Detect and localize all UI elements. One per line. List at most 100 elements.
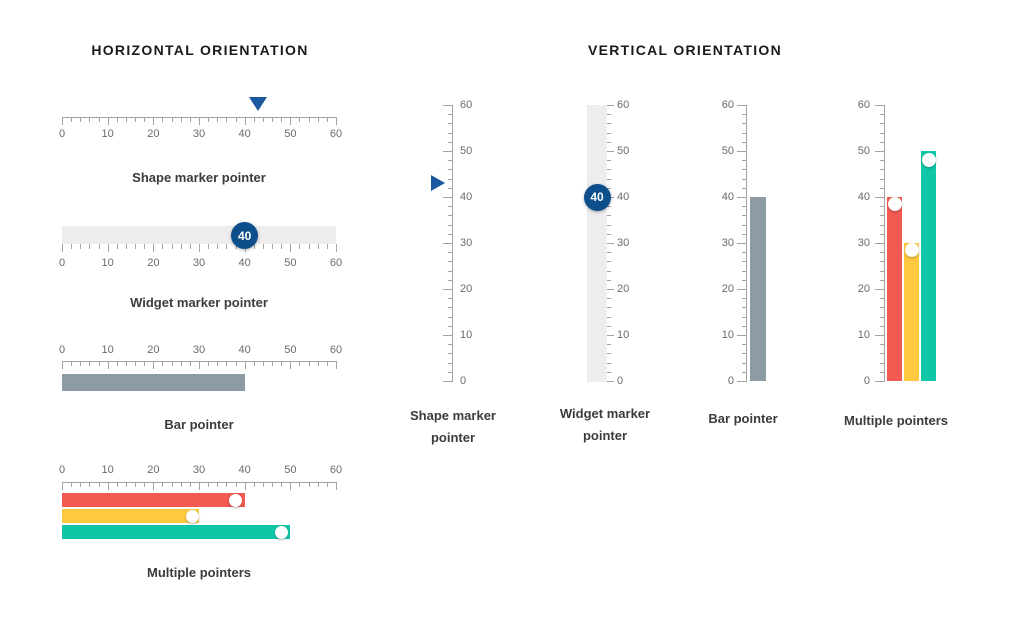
axis-tick-minor (326, 361, 328, 366)
axis-label: 60 (721, 99, 734, 111)
axis-tick-major (607, 243, 614, 244)
axis-tick-minor (880, 187, 884, 189)
axis-label: 0 (727, 375, 734, 387)
axis-tick-minor (253, 482, 255, 487)
axis-tick-minor (262, 482, 264, 487)
axis-tick-minor (235, 482, 237, 487)
axis-label: 10 (101, 464, 114, 476)
horizontal-gauges-area: 0 10 20 30 40 50 60 Shape marker pointer 0 10 20 30… (59, 0, 342, 626)
axis-tick-minor (217, 117, 219, 122)
axis-tick-minor (607, 298, 611, 300)
axis-label: 30 (721, 237, 734, 249)
axis-tick-minor (89, 482, 91, 487)
axis-tick-minor (80, 244, 82, 249)
axis-label: 40 (238, 257, 251, 269)
bar-pointer (62, 493, 245, 507)
axis-tick-minor (226, 244, 228, 249)
axis-tick-minor (880, 353, 884, 355)
axis-tick-major (153, 244, 155, 252)
axis-tick-minor (180, 482, 182, 487)
axis-tick-minor (253, 361, 255, 366)
axis-line (884, 105, 885, 382)
axis-tick-minor (880, 160, 884, 162)
axis-tick-major (737, 289, 746, 290)
axis-tick-minor (226, 482, 228, 487)
axis-label: 50 (857, 145, 870, 157)
axis-tick-major (607, 197, 614, 198)
axis-tick-minor (125, 482, 127, 487)
axis-tick-minor (71, 482, 73, 487)
axis-tick-minor (326, 117, 328, 122)
axis-tick-minor (448, 371, 452, 373)
axis-tick-minor (98, 117, 100, 122)
axis-tick-minor (607, 224, 611, 226)
axis-tick-minor (317, 117, 319, 122)
section-title-vertical: VERTICAL ORIENTATION (588, 42, 782, 58)
axis-tick-minor (262, 117, 264, 122)
axis-tick-major (336, 117, 337, 125)
axis-tick-major (336, 244, 337, 252)
axis-tick-minor (742, 233, 746, 235)
axis-label: 40 (617, 191, 630, 203)
axis-tick-minor (235, 361, 237, 366)
axis-tick-minor (162, 244, 164, 249)
axis-tick-minor (448, 123, 452, 125)
axis-tick-major (199, 361, 200, 369)
axis-tick-minor (448, 187, 452, 189)
axis-label: 40 (460, 191, 473, 203)
axis-tick-major (875, 151, 884, 152)
axis-tick-minor (281, 117, 283, 122)
axis-tick-minor (880, 371, 884, 373)
axis-tick-major (62, 361, 63, 369)
axis-line (452, 105, 453, 382)
axis-tick-major (153, 482, 155, 490)
circle-marker-pointer (274, 525, 288, 539)
axis-tick-minor (116, 482, 118, 487)
axis-tick-minor (880, 224, 884, 226)
axis-tick-minor (607, 270, 611, 272)
axis-tick-minor (80, 361, 82, 366)
axis-tick-major (607, 335, 614, 336)
axis-tick-minor (162, 361, 164, 366)
axis-tick-minor (281, 361, 283, 366)
axis-label: 40 (238, 344, 251, 356)
axis-tick-minor (448, 224, 452, 226)
axis-tick-minor (880, 316, 884, 318)
axis-tick-minor (742, 123, 746, 125)
axis-line (746, 105, 747, 382)
axis-tick-minor (326, 244, 328, 249)
axis-tick-minor (880, 178, 884, 180)
axis-tick-major (62, 482, 63, 490)
axis-label: 10 (721, 329, 734, 341)
circle-marker-pointer (185, 509, 199, 523)
axis-tick-minor (448, 261, 452, 263)
axis-label: 0 (58, 344, 66, 356)
axis-tick-minor (742, 344, 746, 346)
axis-tick-minor (272, 244, 274, 249)
axis-tick-minor (880, 307, 884, 309)
axis-tick-minor (171, 244, 173, 249)
axis-tick-minor (272, 361, 274, 366)
axis-tick-minor (607, 362, 611, 364)
axis-tick-major (875, 197, 884, 198)
axis-label: 30 (192, 257, 206, 269)
axis-tick-major (153, 361, 155, 369)
axis-tick-minor (189, 482, 191, 487)
axis-tick-minor (880, 325, 884, 327)
axis-tick-minor (448, 206, 452, 208)
axis-label: 20 (147, 257, 160, 269)
axis-tick-minor (189, 117, 191, 122)
axis-tick-major (290, 361, 292, 369)
axis-tick-minor (135, 482, 137, 487)
axis-tick-minor (317, 361, 319, 366)
axis-tick-minor (742, 362, 746, 364)
axis-label: 60 (329, 128, 343, 140)
axis-tick-minor (448, 233, 452, 235)
gauge-caption: Bar pointer (164, 417, 234, 432)
axis-label: 50 (284, 464, 297, 476)
axis-tick-minor (880, 233, 884, 235)
axis-label: 60 (329, 464, 343, 476)
axis-tick-minor (742, 114, 746, 116)
gauge-caption: Shape marker pointer (410, 408, 496, 445)
axis-label: 20 (460, 283, 473, 295)
